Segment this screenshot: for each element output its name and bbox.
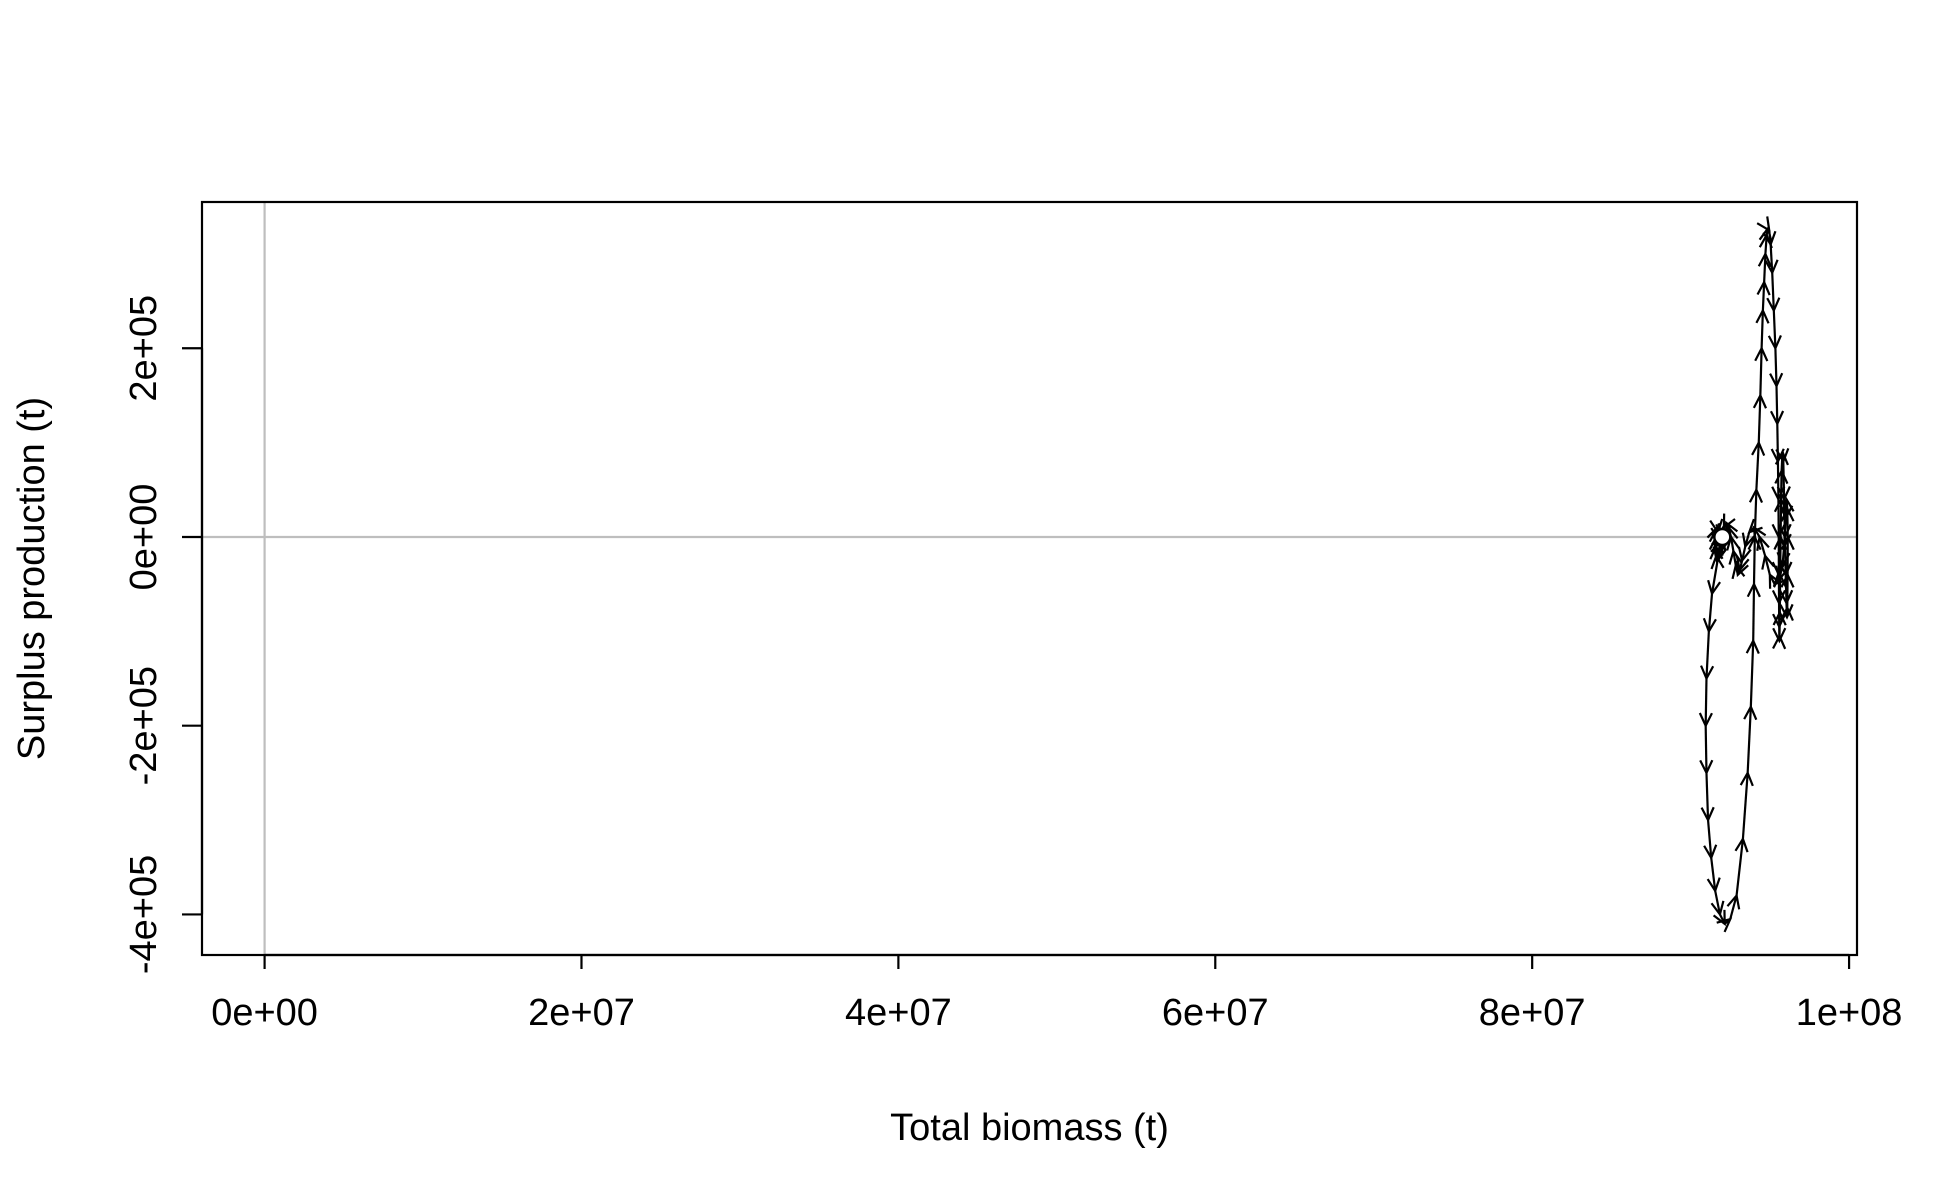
series-segment	[1752, 584, 1756, 641]
series-segment	[1705, 631, 1710, 679]
series-segment	[1784, 499, 1788, 519]
series-segment	[1781, 546, 1786, 566]
series-segment	[1755, 442, 1760, 490]
series-segment	[1760, 310, 1764, 349]
series-segment	[1710, 560, 1719, 594]
series-segment	[1776, 423, 1780, 462]
series-segment	[1772, 310, 1777, 349]
series-segment	[1763, 253, 1767, 283]
series-segment	[1704, 678, 1708, 726]
y-tick-label: 2e+05	[123, 295, 165, 402]
series-segment	[1783, 518, 1787, 547]
series-arrowhead	[1756, 216, 1771, 233]
x-tick-label: 0e+00	[211, 992, 318, 1034]
series-segment	[1769, 244, 1774, 273]
series-arrowhead	[1716, 917, 1733, 933]
y-tick-label: 0e+00	[123, 484, 165, 591]
plot-frame	[200, 200, 1859, 957]
series-segment	[1705, 772, 1710, 821]
series-segment	[1706, 819, 1713, 858]
series-segment	[1749, 640, 1755, 707]
series-segment	[1729, 895, 1738, 920]
x-tick-label: 2e+07	[528, 992, 635, 1034]
reference-lines	[202, 202, 1857, 955]
series-segment	[1710, 857, 1717, 891]
x-axis-label: Total biomass (t)	[890, 1107, 1169, 1149]
y-tick-label: -2e+05	[123, 666, 165, 785]
x-tick-label: 8e+07	[1479, 992, 1586, 1034]
series-layer	[1698, 216, 1795, 933]
x-tick-label: 4e+07	[845, 992, 952, 1034]
y-axis-label: Surplus production (t)	[11, 397, 53, 760]
series-segment	[1771, 272, 1775, 311]
series-segment	[1759, 348, 1763, 396]
y-axis: -4e+05 -2e+05 0e+00 2e+05	[123, 295, 204, 974]
y-tick-label: -4e+05	[123, 855, 165, 974]
series-segment	[1752, 536, 1756, 585]
x-tick-label: 1e+08	[1796, 992, 1903, 1034]
series-segment	[1764, 555, 1771, 575]
series-segment	[1735, 838, 1745, 896]
series-segment	[1774, 348, 1778, 387]
x-axis: 0e+00 2e+07 4e+07 6e+07 8e+07 1e+08	[211, 953, 1903, 1034]
series-segment	[1761, 282, 1766, 311]
series-segment	[1714, 890, 1722, 915]
series-segment	[1775, 385, 1779, 424]
series-segment	[1741, 772, 1749, 840]
series-segment	[1707, 593, 1714, 632]
start-point-marker	[1713, 527, 1732, 547]
series-segment	[1758, 536, 1767, 557]
series-segment	[1746, 706, 1752, 773]
x-tick-label: 6e+07	[1162, 992, 1269, 1034]
series-segment	[1782, 461, 1786, 500]
series-segment	[1704, 725, 1708, 773]
series-segment	[1757, 395, 1762, 443]
